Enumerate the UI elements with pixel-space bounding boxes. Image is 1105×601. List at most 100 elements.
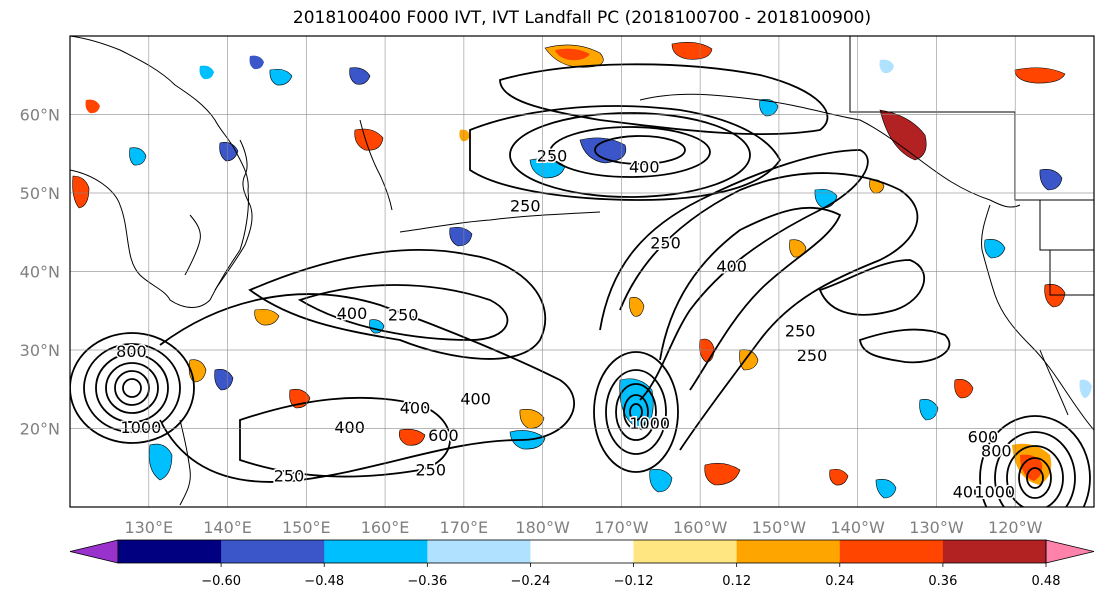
ivt-contours: [70, 63, 1091, 507]
patch-negative: [1079, 379, 1092, 398]
contour-label: 800: [981, 442, 1012, 461]
contour-label: 1000: [121, 418, 162, 437]
ivt-contour: [122, 378, 142, 398]
patch-negative: [879, 59, 894, 74]
colorbar-segment: [633, 540, 738, 563]
patch-negative: [875, 479, 897, 499]
alaska-coastline: [639, 93, 1021, 208]
ivt-contour: [593, 351, 679, 473]
us-state-border: [1039, 200, 1094, 296]
ivt-contour: [1026, 467, 1044, 489]
ivt-contour: [469, 105, 782, 201]
contour-label: 250: [415, 460, 446, 479]
ivt-contour: [83, 343, 181, 433]
ivt-contour: [70, 332, 195, 444]
colorbar-tick-label: 0.12: [722, 574, 751, 589]
patch-positive: [671, 42, 713, 60]
contour-label: 250: [650, 234, 681, 253]
colorbar-segment: [942, 540, 1047, 563]
colorbar-tick-label: 0.48: [1032, 574, 1061, 589]
patch-positive: [555, 48, 590, 61]
patch-positive: [629, 297, 645, 317]
patch-negative: [349, 67, 371, 85]
ivt-contour: [599, 149, 869, 401]
lon-tick-label: 180°W: [515, 518, 570, 537]
ivt-contour: [95, 353, 169, 423]
colorbar-tick-label: −0.12: [614, 574, 654, 589]
patch-negative: [919, 399, 939, 421]
lon-tick-label: 150°E: [282, 518, 331, 537]
ivt-contour: [114, 370, 150, 406]
patch-negative: [269, 68, 293, 86]
map-frame: [69, 35, 1095, 508]
contour-label: 400: [629, 157, 660, 176]
contour-label: 400: [716, 257, 747, 276]
ivt-contour: [623, 394, 649, 430]
contour-label: 400: [460, 390, 491, 409]
patch-negative: [214, 369, 234, 391]
colorbar-tick-label: −0.48: [304, 574, 344, 589]
patch-positive: [954, 379, 974, 399]
ivt-contour: [549, 126, 711, 178]
patch-positive: [72, 175, 90, 209]
patch-negative: [449, 226, 473, 247]
contour-label: 250: [510, 197, 541, 216]
ivt-contour: [818, 259, 926, 316]
colorbar-segment: [427, 540, 531, 563]
lat-tick-label: 20°N: [20, 420, 60, 439]
ivt-contour: [297, 284, 509, 341]
lon-tick-label: 120°W: [988, 518, 1043, 537]
ivt-contour: [248, 249, 547, 360]
asia-coastline: [70, 36, 249, 308]
contour-label: 1000: [629, 414, 670, 433]
patch-positive: [1014, 67, 1066, 84]
colorbar-extend-min: [69, 539, 119, 564]
lon-tick-label: 140°W: [831, 518, 886, 537]
contour-label: 250: [797, 346, 828, 365]
philippines-coastline: [179, 419, 191, 506]
patch-positive: [829, 468, 849, 486]
pc-anomaly-patches: [72, 42, 1092, 499]
colorbar-segment: [221, 540, 325, 563]
contour-label: 800: [116, 342, 147, 361]
lon-tick-label: 170°E: [440, 518, 489, 537]
patch-positive: [354, 128, 384, 151]
colorbar-segment: [324, 540, 428, 563]
patch-positive: [879, 109, 927, 161]
contour-label: 1000: [974, 482, 1015, 501]
baja-coastline: [1039, 349, 1069, 416]
colorbar-tick-labels: −0.60 −0.48 −0.36 −0.24 −0.12 0.12 0.24 0.36 0.4…: [201, 563, 1061, 589]
colorbar-extend-max: [1045, 539, 1095, 564]
contour-label: 400: [953, 482, 984, 501]
ivt-contour: [239, 396, 451, 478]
patch-negative: [579, 137, 627, 164]
patch-positive: [399, 428, 426, 446]
lon-tick-label: 140°E: [203, 518, 252, 537]
patch-negative: [129, 147, 147, 166]
patch-negative: [249, 55, 264, 70]
ivt-contour: [159, 293, 575, 483]
lon-tick-label: 160°W: [673, 518, 728, 537]
patch-negative: [529, 158, 566, 179]
patch-positive: [739, 349, 759, 371]
contour-label: 400: [337, 304, 368, 323]
colorbar-tick-label: 0.24: [825, 574, 854, 589]
patch-negative: [219, 142, 239, 162]
lat-tick-label: 40°N: [20, 263, 60, 282]
ivt-contour: [499, 63, 829, 136]
contour-label: 250: [785, 321, 816, 340]
colorbar-outline: [117, 539, 1047, 564]
colorbar-segment: [736, 540, 841, 563]
lat-tick-label: 50°N: [20, 184, 60, 203]
aleutian-islands: [399, 211, 601, 233]
longitude-labels: 130°E 140°E 150°E 160°E 170°E 180°W 170°W 160°W…: [124, 518, 1042, 537]
contour-label: 600: [968, 427, 999, 446]
colorbar-tick-label: −0.24: [511, 574, 551, 589]
contour-label: 400: [400, 398, 431, 417]
lon-tick-label: 130°E: [124, 518, 173, 537]
ivt-contour: [1006, 445, 1064, 507]
colorbar: [69, 539, 1095, 564]
lon-tick-label: 150°W: [752, 518, 807, 537]
contour-label: 400: [334, 418, 365, 437]
